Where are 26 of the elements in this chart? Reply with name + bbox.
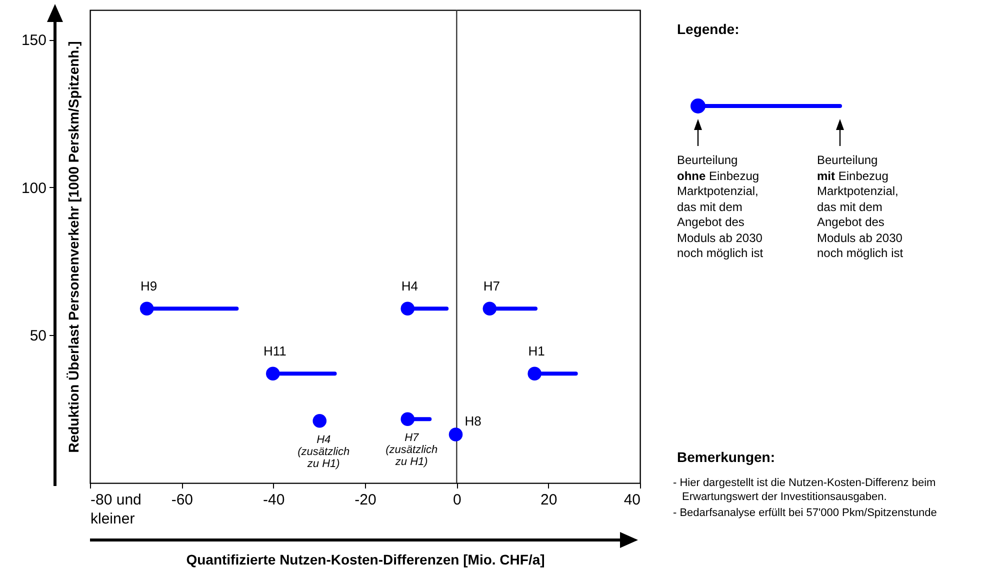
annotation: H7 (zusätzlich zu H1) <box>386 432 438 468</box>
text: - Hier dargestellt ist die Nutzen-Kosten-Differenz beim Erwartungswert der Investitionsausgaben. <box>673 476 937 504</box>
annotation: H11 <box>263 344 286 359</box>
text: Beurteilung ohne Einbezug Marktpotenzial, das mit dem Angebot des Moduls ab 2030 noch möglich ist <box>677 153 764 260</box>
y-tick-label: 150 <box>21 32 46 50</box>
text: Beurteilung mit Einbezug Marktpotenzial, das mit dem Angebot des Moduls ab 2030 noch möglich ist <box>817 153 904 260</box>
annotation: H1 <box>528 344 545 359</box>
x-axis-title: Quantifizierte Nutzen-Kosten-Differenzen [Mio. CHF/a] <box>186 552 545 568</box>
annotation: H9 <box>140 278 158 294</box>
annotation: H8 <box>464 414 482 429</box>
x-tick-label: -80 und kleiner <box>90 492 142 528</box>
x-tick-label: -20 <box>354 492 376 508</box>
x-tick-label: 0 <box>452 492 462 508</box>
annotation: H4 (zusätzlich zu H1) <box>298 434 350 470</box>
y-tick-label: 100 <box>21 180 46 197</box>
x-tick-label: -40 <box>262 492 285 508</box>
text: - Bedarfsanalyse erfüllt bei 57'000 Pkm/Spitzenstunde <box>673 506 938 520</box>
annotation: H4 <box>401 278 418 294</box>
y-tick-label: 50 <box>30 328 46 345</box>
text: Legende: <box>677 21 740 38</box>
x-tick-label: -60 <box>171 492 194 508</box>
x-tick-label: 40 <box>624 492 640 508</box>
text: Bemerkungen: <box>677 449 776 466</box>
x-tick-label: 20 <box>540 492 558 508</box>
y-axis-title: Reduktion Überlast Personenverkehr [1000 Perskm/Spitzenh.] <box>66 41 82 453</box>
annotation: H7 <box>483 278 500 294</box>
